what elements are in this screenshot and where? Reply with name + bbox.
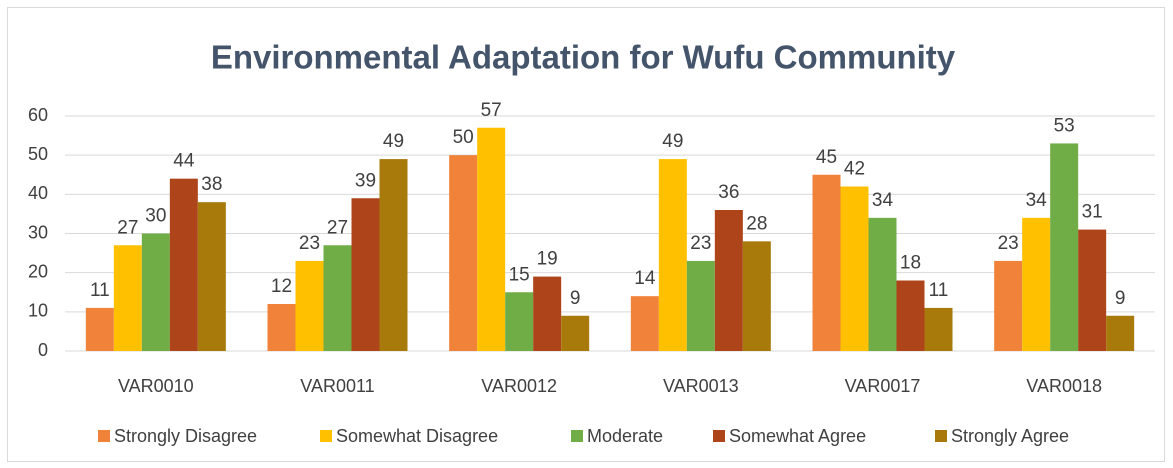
bar xyxy=(85,307,114,351)
data-label: 44 xyxy=(173,151,195,172)
x-tick-label: VAR0013 xyxy=(663,376,739,396)
data-label: 15 xyxy=(509,264,530,285)
y-tick-label: 30 xyxy=(28,222,48,242)
data-label: 23 xyxy=(299,233,320,254)
bar xyxy=(169,178,198,351)
legend-swatch xyxy=(571,430,583,442)
data-label: 28 xyxy=(746,213,767,234)
bar xyxy=(1106,315,1135,351)
data-label: 49 xyxy=(662,131,683,152)
data-label: 36 xyxy=(718,182,739,203)
data-label: 49 xyxy=(383,131,404,152)
data-label: 23 xyxy=(998,233,1019,254)
legend-label: Somewhat Agree xyxy=(729,426,866,446)
bar xyxy=(1022,217,1051,351)
y-tick-label: 40 xyxy=(28,183,48,203)
bar xyxy=(267,304,296,351)
data-label: 31 xyxy=(1082,202,1103,223)
legend-label: Moderate xyxy=(587,426,663,446)
data-label: 18 xyxy=(900,253,921,274)
data-label: 27 xyxy=(117,217,138,238)
data-label: 19 xyxy=(537,249,558,270)
data-label: 9 xyxy=(1115,288,1126,309)
legend-swatch xyxy=(98,430,110,442)
x-tick-label: VAR0012 xyxy=(481,376,557,396)
bar xyxy=(323,245,352,351)
data-label: 14 xyxy=(634,268,656,289)
bar xyxy=(449,155,478,351)
data-label: 30 xyxy=(145,206,166,227)
bar xyxy=(714,210,743,351)
y-tick-label: 50 xyxy=(28,144,48,164)
data-label: 50 xyxy=(453,127,474,148)
data-label: 34 xyxy=(872,190,894,211)
bar xyxy=(379,159,408,351)
bar xyxy=(351,198,380,351)
data-label: 34 xyxy=(1026,190,1048,211)
bar xyxy=(812,174,841,351)
data-label: 45 xyxy=(816,147,837,168)
data-label: 12 xyxy=(271,276,292,297)
x-tick-label: VAR0011 xyxy=(300,376,374,396)
bar xyxy=(533,276,562,351)
legend-swatch xyxy=(320,430,332,442)
x-tick-label: VAR0018 xyxy=(1026,376,1102,396)
data-label: 23 xyxy=(690,233,711,254)
bar xyxy=(197,202,226,351)
x-tick-label: VAR0017 xyxy=(845,376,921,396)
data-label: 53 xyxy=(1054,115,1075,136)
data-label: 38 xyxy=(201,174,222,195)
chart-title: Environmental Adaptation for Wufu Commun… xyxy=(211,39,956,76)
data-label: 11 xyxy=(929,280,949,301)
data-label: 11 xyxy=(90,280,110,301)
bar xyxy=(868,217,897,351)
bar xyxy=(630,296,659,351)
bar xyxy=(686,260,715,351)
bar xyxy=(561,315,590,351)
legend-swatch xyxy=(713,430,725,442)
bar xyxy=(1078,229,1107,351)
bar xyxy=(742,241,771,351)
bar xyxy=(295,260,324,351)
legend-label: Strongly Agree xyxy=(951,426,1069,446)
bar xyxy=(141,233,170,351)
legend-swatch xyxy=(935,430,947,442)
data-label: 27 xyxy=(327,217,348,238)
bar xyxy=(896,280,925,351)
y-tick-label: 10 xyxy=(28,301,48,321)
y-tick-label: 60 xyxy=(28,105,48,125)
y-tick-label: 0 xyxy=(38,340,48,360)
legend-label: Strongly Disagree xyxy=(114,426,257,446)
x-tick-label: VAR0010 xyxy=(118,376,194,396)
bar xyxy=(1050,143,1079,351)
y-tick-label: 20 xyxy=(28,261,48,281)
bar xyxy=(994,260,1023,351)
bar xyxy=(477,127,506,351)
data-label: 42 xyxy=(844,159,865,180)
data-label: 9 xyxy=(570,288,581,309)
bar xyxy=(505,292,534,351)
bar xyxy=(924,307,953,351)
data-label: 39 xyxy=(355,170,376,191)
data-label: 57 xyxy=(481,100,502,121)
bar xyxy=(840,186,869,351)
bar xyxy=(113,245,142,351)
bar xyxy=(658,159,687,351)
legend-label: Somewhat Disagree xyxy=(336,426,498,446)
